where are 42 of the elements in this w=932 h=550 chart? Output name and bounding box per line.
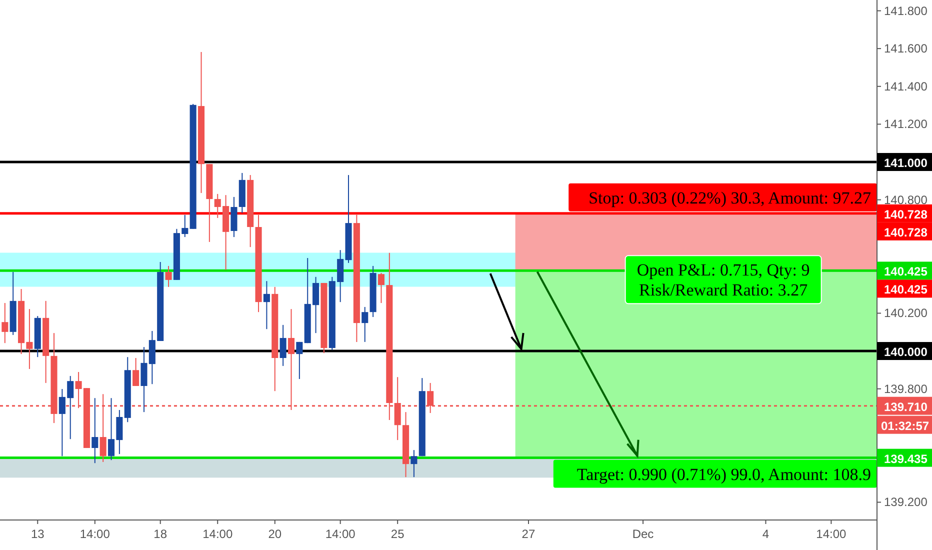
candlestick: [362, 306, 368, 342]
candlestick: [378, 272, 385, 304]
candlestick: [132, 358, 140, 386]
y-tick-label: 140.200: [884, 306, 928, 320]
x-tick-label: 18: [154, 527, 168, 541]
ref-line-label: 139.435: [884, 452, 928, 466]
x-tick-label: 14:00: [202, 527, 233, 541]
y-tick-label: 140.800: [884, 192, 928, 207]
text: 140.425: [884, 282, 928, 297]
x-tick-label: 14:00: [816, 527, 847, 541]
ref-line-label: 141.000: [884, 156, 928, 170]
x-tick-label: 20: [268, 527, 282, 541]
y-tick-label: 141.600: [884, 42, 928, 56]
ref-line-label: 140.728: [884, 207, 928, 222]
y-tick-label: 141.800: [884, 4, 928, 18]
x-tick-label: 13: [30, 527, 45, 541]
x-tick-label: 14:00: [325, 527, 356, 541]
candlestick: [2, 302, 8, 344]
text: 01:32:57: [881, 418, 930, 433]
ref-line-label: 140.000: [884, 345, 928, 360]
ref-line-label: 140.425: [884, 264, 928, 279]
x-tick-label: 25: [390, 527, 405, 541]
candlestick: [165, 265, 172, 288]
x-tick-label: 14:00: [80, 527, 110, 541]
x-tick-label: 27: [522, 527, 536, 541]
annotation: Risk/Reward Ratio: 3.27: [639, 280, 808, 300]
candlestick: [280, 324, 286, 366]
y-tick-label: 139.800: [884, 382, 928, 396]
candlestick: [92, 398, 98, 464]
candlestick: [410, 450, 418, 478]
band-label: Stop: 0.303 (0.22%) 30.3, Amount: 97.27: [588, 188, 872, 208]
candlestick: [263, 280, 270, 330]
x-tick-label: 4: [762, 527, 770, 541]
y-tick-label: 141.400: [884, 79, 928, 94]
y-tick-label: 139.200: [884, 495, 928, 510]
x-tick-label: Dec: [632, 527, 654, 541]
band-label: Target: 0.990 (0.71%) 99.0, Amount: 108.9: [576, 464, 871, 484]
annotation: Open P&L: 0.715, Qty: 9: [636, 260, 810, 280]
candlestick: [296, 341, 303, 380]
y-tick-label: 141.200: [884, 117, 928, 132]
text: 140.728: [884, 225, 928, 240]
ref-line-label: 139.710: [884, 400, 928, 414]
